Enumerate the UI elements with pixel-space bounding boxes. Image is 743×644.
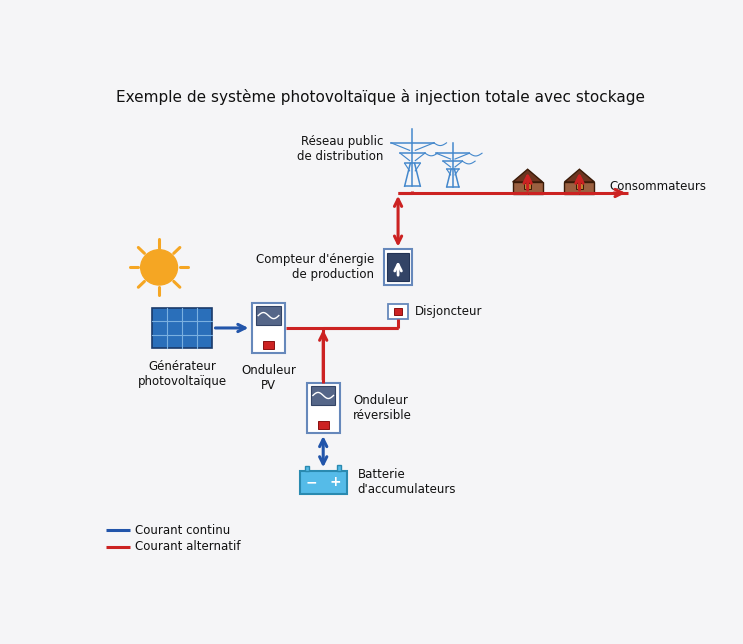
Text: −: − [305,475,317,489]
FancyBboxPatch shape [565,182,594,194]
Polygon shape [565,169,594,182]
FancyBboxPatch shape [263,341,274,349]
Text: Générateur
photovoltaïque: Générateur photovoltaïque [137,360,227,388]
Text: +: + [329,475,341,489]
FancyBboxPatch shape [252,303,285,353]
FancyBboxPatch shape [337,464,341,471]
FancyBboxPatch shape [525,182,531,189]
FancyBboxPatch shape [311,386,335,405]
FancyBboxPatch shape [513,182,542,194]
FancyBboxPatch shape [152,308,212,348]
FancyBboxPatch shape [305,466,309,471]
FancyBboxPatch shape [299,471,347,494]
FancyBboxPatch shape [318,421,328,429]
Circle shape [140,250,178,285]
Polygon shape [513,169,542,182]
Text: Courant alternatif: Courant alternatif [135,540,241,553]
FancyBboxPatch shape [388,304,409,319]
FancyBboxPatch shape [256,306,281,325]
FancyBboxPatch shape [307,383,340,433]
Text: Onduleur
PV: Onduleur PV [241,364,296,392]
Text: Exemple de système photovoltaïque à injection totale avec stockage: Exemple de système photovoltaïque à inje… [117,90,645,106]
FancyBboxPatch shape [394,308,402,316]
Text: Courant continu: Courant continu [135,524,231,536]
Text: Batterie
d'accumulateurs: Batterie d'accumulateurs [358,468,456,497]
Text: Disjoncteur: Disjoncteur [415,305,483,318]
Text: Consommateurs: Consommateurs [609,180,707,193]
FancyBboxPatch shape [387,253,409,281]
Text: Compteur d'énergie
de production: Compteur d'énergie de production [256,253,374,281]
FancyBboxPatch shape [383,249,412,285]
Text: Réseau public
de distribution: Réseau public de distribution [297,135,383,163]
FancyBboxPatch shape [577,182,583,189]
Text: Onduleur
réversible: Onduleur réversible [353,394,412,422]
